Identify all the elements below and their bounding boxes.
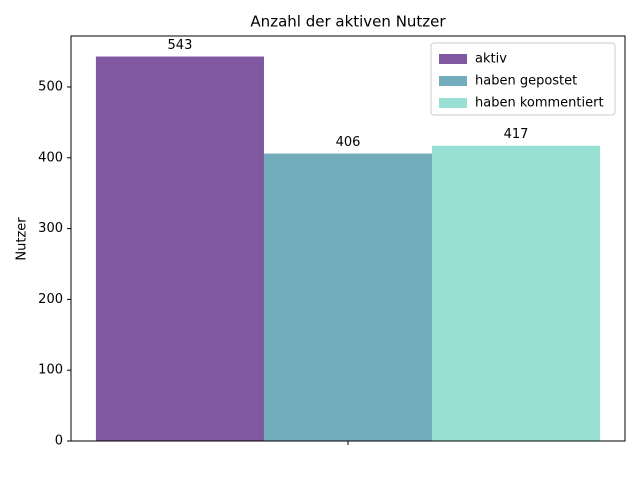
bar xyxy=(263,153,433,441)
y-tick-label: 500 xyxy=(38,79,63,94)
legend-swatch xyxy=(439,76,467,86)
chart-title: Anzahl der aktiven Nutzer xyxy=(250,13,446,31)
y-tick-label: 200 xyxy=(38,292,63,307)
legend-swatch xyxy=(439,54,467,64)
y-axis-label: Nutzer xyxy=(15,217,30,261)
legend-label: aktiv xyxy=(475,52,507,67)
value-label: 406 xyxy=(336,135,361,150)
plot-frame xyxy=(70,35,626,442)
legend-label: haben kommentiert xyxy=(475,96,604,111)
legend-frame xyxy=(430,42,616,116)
value-label: 543 xyxy=(168,38,193,53)
bar xyxy=(432,145,601,441)
legend-swatch xyxy=(439,98,467,108)
y-tick-label: 300 xyxy=(38,221,63,236)
y-tick-label: 100 xyxy=(38,363,63,378)
y-tick-label: 0 xyxy=(55,434,63,449)
legend: aktiv haben gepostet haben kommentiert xyxy=(430,42,616,116)
value-label: 417 xyxy=(504,127,529,142)
bar xyxy=(95,56,264,442)
legend-label: haben gepostet xyxy=(475,74,577,89)
y-tick-label: 400 xyxy=(38,150,63,165)
